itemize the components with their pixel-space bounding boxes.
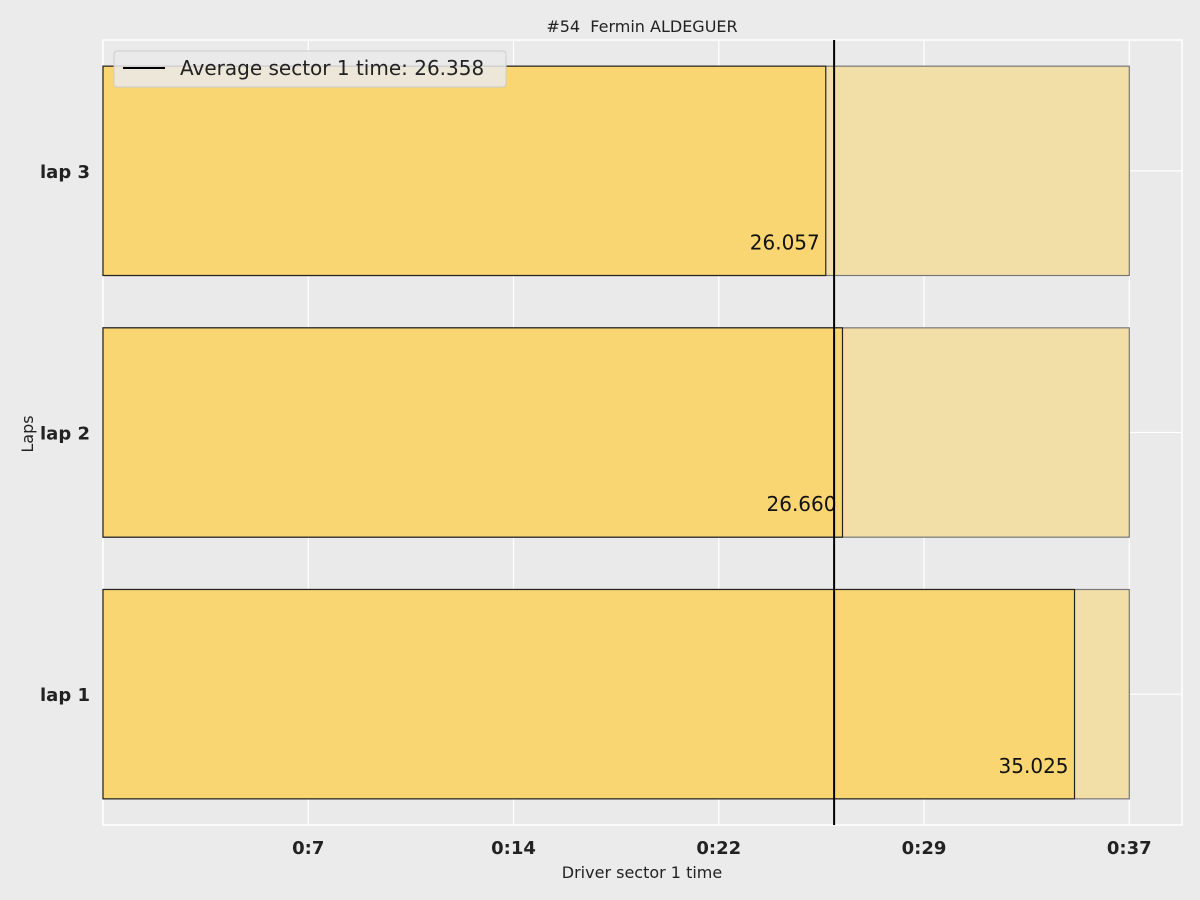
bars [102, 65, 1076, 800]
x-tick-labels: 0:7 0:14 0:22 0:29 0:37 [292, 838, 1152, 859]
bar-value-label: 26.057 [750, 231, 820, 255]
legend-box [113, 50, 507, 88]
bar-lap-2 [102, 327, 844, 538]
x-axis-label: Driver sector 1 time [562, 863, 722, 882]
bar-value-labels: 35.025 26.660 26.057 [750, 231, 1069, 778]
bar-value-label: 35.025 [999, 754, 1069, 778]
legend-label: Average sector 1 time: 26.358 [180, 56, 484, 80]
x-tick-label: 0:7 [292, 838, 324, 859]
x-tick-label: 0:37 [1107, 838, 1152, 859]
y-tick-labels: lap 1 lap 2 lap 3 [40, 162, 90, 706]
chart-title: #54 Fermin ALDEGUER [546, 17, 737, 36]
x-tick-label: 0:22 [696, 838, 741, 859]
bar-lap-1 [102, 588, 1076, 800]
y-tick-label: lap 1 [40, 685, 90, 706]
y-axis-label: Laps [18, 415, 37, 452]
bar-lap-3 [102, 65, 827, 277]
x-tick-label: 0:29 [902, 838, 947, 859]
x-tick-label: 0:14 [491, 838, 536, 859]
y-tick-label: lap 2 [40, 424, 90, 445]
legend: Average sector 1 time: 26.358 [113, 50, 507, 88]
bar-value-label: 26.660 [767, 492, 837, 516]
y-tick-label: lap 3 [40, 162, 90, 183]
